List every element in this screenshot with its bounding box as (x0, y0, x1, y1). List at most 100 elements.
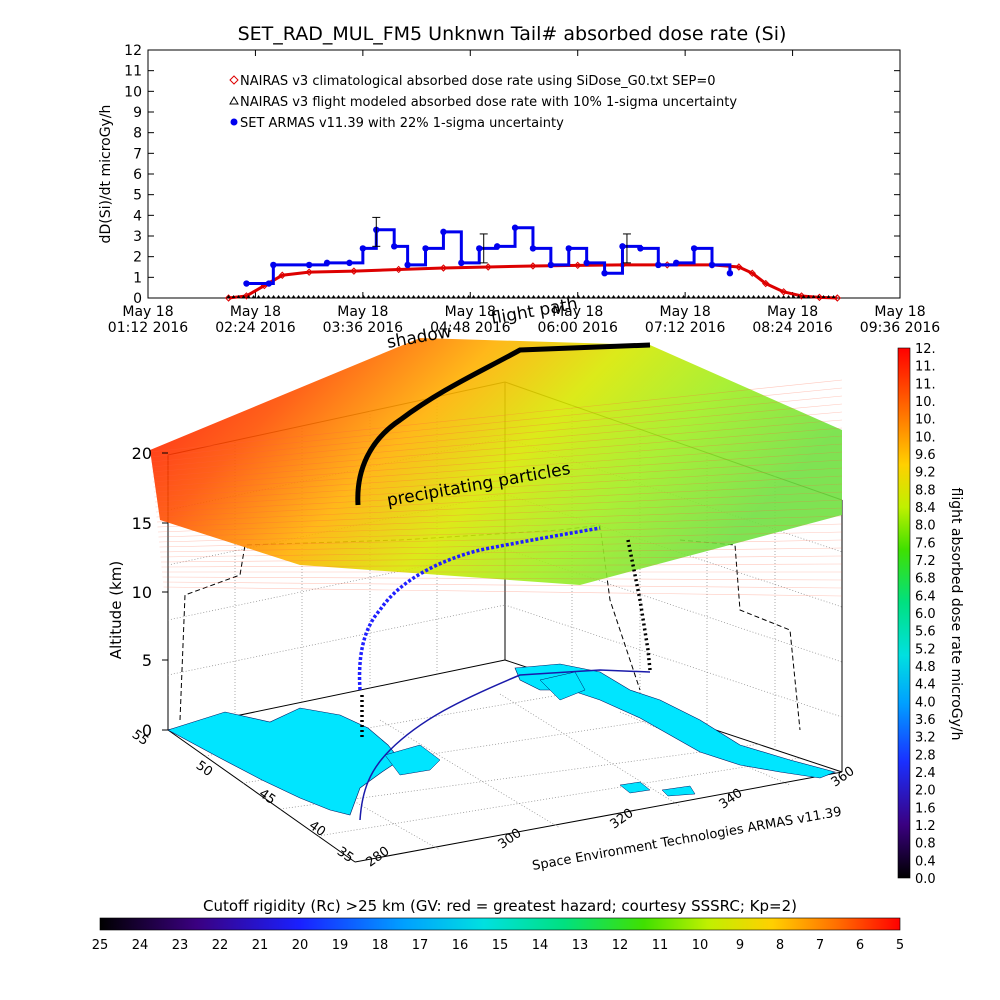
dose-streak (151, 403, 843, 468)
dose-colorbar-tick-label: 2.4 (915, 766, 936, 781)
nairas-flight-marker (451, 295, 456, 298)
armas-point (323, 259, 331, 267)
armas-point (305, 261, 313, 269)
rigidity-tick-label: 20 (292, 938, 309, 953)
dose-colorbar-tick-label: 3.2 (915, 731, 936, 746)
nairas-flight-marker (291, 295, 296, 298)
x-tick-label-date: May 18 (337, 304, 388, 320)
nairas-flight-marker (736, 295, 741, 298)
x-tick-label-date: May 18 (874, 304, 925, 320)
rigidity-tick-label: 23 (172, 938, 189, 953)
dose-colorbar-tick-label: 0.4 (915, 854, 936, 869)
armas-point (511, 224, 519, 231)
nairas-flight-marker (826, 295, 831, 298)
x-tick-label-time: 09:36 2016 (860, 320, 941, 336)
nairas-flight-marker (396, 295, 401, 298)
armas-point (708, 261, 716, 269)
nairas-flight-marker (361, 295, 366, 298)
nairas-flight-marker (676, 295, 681, 298)
nairas-flight-marker (261, 295, 266, 298)
nairas-flight-marker (366, 295, 371, 298)
dose-streak (155, 475, 843, 513)
x-tick-label-time: 01:12 2016 (108, 320, 189, 336)
dose-colorbar-tick-label: 6.0 (915, 607, 936, 622)
nairas-flight-marker (466, 295, 471, 298)
x-tick-label-time: 06:00 2016 (537, 320, 618, 336)
y-tick-label: 10 (124, 84, 142, 100)
armas-point (458, 259, 465, 267)
rigidity-tick-label: 15 (492, 938, 509, 953)
legend-marker-circle (230, 118, 238, 126)
nairas-clim-point (350, 267, 358, 275)
nairas-flight-marker (701, 295, 706, 298)
armas-point (637, 245, 644, 252)
rigidity-tick-label: 7 (816, 938, 824, 953)
ground-map (167, 663, 836, 816)
rigidity-tick-label: 22 (212, 938, 229, 953)
armas-point (529, 245, 537, 252)
dose-streak (152, 419, 843, 478)
y-tick-label: 6 (133, 167, 142, 183)
nairas-flight-marker (716, 295, 721, 298)
nairas-flight-marker (596, 295, 601, 298)
altitude-tick-label: 10 (132, 583, 152, 602)
rigidity-tick-label: 14 (532, 938, 549, 953)
nairas-clim-point (278, 271, 286, 279)
nairas-flight-marker (301, 295, 306, 298)
nairas-clim-point (815, 293, 824, 302)
nairas-flight-marker (456, 295, 461, 298)
nairas-flight-marker (771, 295, 776, 298)
x-tick-label-date: May 18 (767, 304, 818, 320)
top-y-axis-label: dD(Si)/dt microGy/h (98, 105, 114, 244)
nairas-flight-marker (476, 295, 481, 298)
dose-colorbar (897, 347, 911, 879)
dose-colorbar-tick-label: 11. (915, 377, 936, 392)
latitude-tick-label: 50 (193, 758, 215, 780)
nairas-clim-point (529, 262, 537, 270)
nairas-flight-marker (671, 295, 676, 298)
armas-point (601, 270, 608, 277)
y-tick-label: 4 (133, 208, 142, 224)
nairas-flight-marker (741, 295, 746, 298)
nairas-flight-marker (711, 295, 716, 298)
x-tick-label-time: 08:24 2016 (752, 320, 833, 336)
nairas-flight-marker (511, 295, 516, 298)
nairas-clim-series-line (228, 263, 838, 300)
nairas-flight-marker (551, 295, 556, 298)
legend-label: NAIRAS v3 flight modeled absorbed dose r… (240, 95, 737, 110)
nairas-flight-marker (441, 295, 446, 298)
x-tick-label-date: May 18 (230, 304, 281, 320)
nairas-flight-marker (566, 295, 571, 298)
dose-streak (158, 515, 843, 538)
dose-colorbar-tick-label: 10. (915, 430, 936, 445)
dose-streak (150, 395, 843, 463)
nairas-flight-marker (751, 295, 756, 298)
nairas-flight-marker (276, 295, 281, 298)
nairas-flight-marker (576, 295, 581, 298)
legend-label: SET ARMAS v11.39 with 22% 1-sigma uncert… (240, 116, 564, 131)
nairas-flight-marker (796, 295, 801, 298)
nairas-flight-marker (401, 295, 406, 298)
nairas-flight-marker (496, 295, 501, 298)
longitude-tick-label: 280 (364, 844, 393, 871)
rigidity-tick-label: 16 (452, 938, 469, 953)
dose-colorbar-tick-label: 4.8 (915, 660, 936, 675)
dose-streak (155, 467, 843, 508)
nairas-flight-marker (606, 295, 611, 298)
nairas-clim-point (797, 292, 806, 300)
nairas-flight-marker (691, 295, 696, 298)
nairas-flight-marker (516, 295, 521, 298)
nairas-flight-marker (681, 295, 686, 298)
rigidity-tick-label: 25 (92, 938, 109, 953)
nairas-flight-marker (266, 295, 271, 298)
y-tick-label: 1 (133, 270, 142, 286)
nairas-flight-marker (346, 295, 351, 298)
nairas-flight-marker (541, 295, 546, 298)
nairas-flight-marker (381, 295, 386, 298)
y-tick-label: 7 (133, 146, 142, 162)
dose-streak (156, 483, 843, 518)
x-tick-label-time: 03:36 2016 (323, 320, 404, 336)
top-chart-title: SET_RAD_MUL_FM5 Unknwn Tail# absorbed do… (238, 23, 787, 45)
armas-point (440, 228, 447, 236)
nairas-flight-marker (386, 295, 391, 298)
